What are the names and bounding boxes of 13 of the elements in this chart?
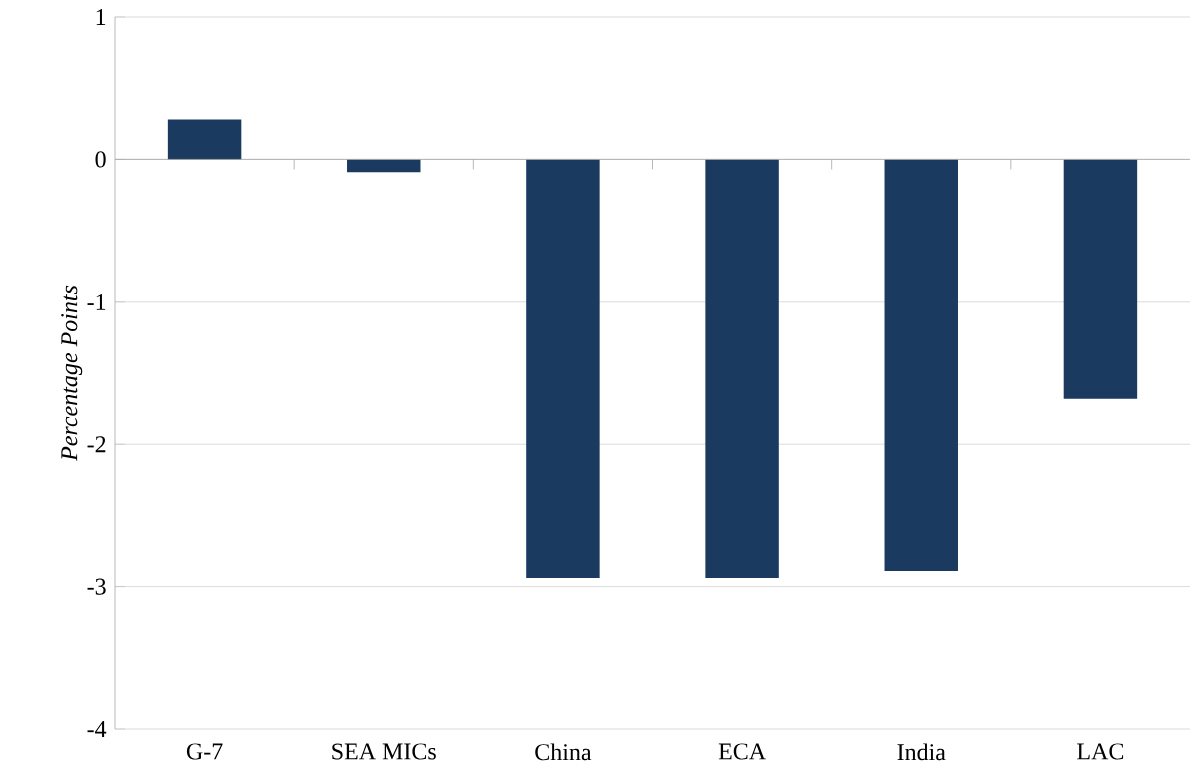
y-tick-label: -4 [87, 721, 107, 737]
x-tick-label: India [897, 743, 946, 761]
x-tick-label: LAC [1077, 743, 1124, 760]
y-tick-label: 1 [96, 9, 106, 25]
y-tick-label: -1 [87, 293, 106, 310]
x-tick-label: ECA [718, 743, 766, 760]
y-tick-label: -3 [87, 578, 106, 595]
y-axis-title: Percentage Points [61, 285, 83, 461]
x-tick-label: China [535, 743, 592, 761]
y-tick-label: -2 [87, 436, 106, 453]
x-tick-label: G-7 [186, 743, 223, 760]
y-tick-label: 0 [95, 151, 106, 168]
x-tick-label: SEA MICs [332, 743, 436, 760]
